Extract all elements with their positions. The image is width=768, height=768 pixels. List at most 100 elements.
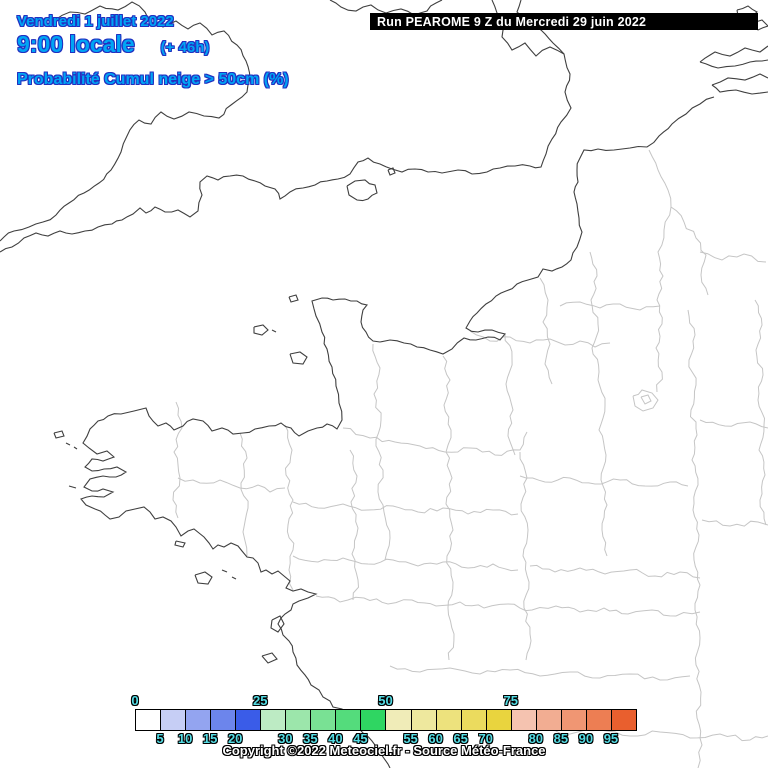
- border-path: [529, 564, 701, 579]
- border-path: [372, 343, 385, 513]
- legend-tick-label: 65: [453, 731, 468, 746]
- legend-cell: [211, 710, 237, 730]
- border-path: [239, 432, 249, 557]
- legend-cell: [511, 710, 537, 730]
- coastline-path: [174, 540, 186, 548]
- forecast-date: Vendredi 1 juillet 2022: [17, 13, 174, 30]
- legend-tick-label: 0: [131, 693, 139, 708]
- border-path: [640, 394, 652, 405]
- border-path: [504, 333, 516, 456]
- coastline-path: [387, 167, 396, 176]
- coastline-path: [80, 96, 715, 768]
- border-path: [383, 511, 391, 561]
- legend-tick-label: 35: [303, 731, 318, 746]
- border-path: [177, 477, 286, 493]
- border-path: [632, 389, 659, 412]
- legend-tick-label: 95: [603, 731, 619, 746]
- legend-tick-label: 50: [378, 693, 393, 708]
- coastline-path: [53, 430, 65, 439]
- legend-tick-label: 40: [328, 731, 343, 746]
- legend-cell: [461, 710, 487, 730]
- border-path: [699, 419, 768, 429]
- coastline-path: [65, 442, 71, 446]
- coastline-path: [270, 615, 285, 633]
- legend-cell: [286, 710, 312, 730]
- legend-cell: [236, 710, 262, 730]
- border-path: [589, 251, 600, 381]
- legend-tick-label: 85: [553, 731, 569, 746]
- forecast-offset: (+ 46h): [160, 39, 210, 56]
- border-path: [559, 301, 661, 311]
- legend-tick-label: 75: [503, 693, 518, 708]
- legend-tick-label: 15: [202, 731, 218, 746]
- border-path: [389, 665, 691, 681]
- border-path: [519, 475, 689, 487]
- coastline-path: [329, 0, 443, 16]
- coastline-path: [231, 576, 237, 580]
- coastline-path: [261, 652, 278, 664]
- border-path: [292, 501, 519, 516]
- coastline-path: [288, 294, 299, 303]
- coastline-path: [711, 84, 768, 95]
- legend-cell: [386, 710, 412, 730]
- legend-cell: [436, 710, 462, 730]
- legend-cell: [336, 710, 362, 730]
- coastline-path: [271, 329, 277, 333]
- legend-tick-label: 70: [478, 731, 493, 746]
- legend-cell: [186, 710, 212, 730]
- map-header: Vendredi 1 juillet 2022 9:00 locale (+ 4…: [17, 13, 289, 89]
- border-path: [539, 727, 768, 742]
- legend-tick-label: 30: [278, 731, 293, 746]
- legend-cell: [161, 710, 187, 730]
- coastline-path: [0, 1, 251, 242]
- legend-cell: [261, 710, 287, 730]
- border-path: [342, 427, 528, 456]
- coastline-path: [346, 179, 378, 202]
- legend-tick-label: 55: [403, 731, 418, 746]
- border-path: [754, 299, 767, 526]
- border-path: [701, 519, 768, 527]
- border-path: [292, 555, 519, 572]
- legend-cell: [411, 710, 437, 730]
- border-path: [648, 149, 709, 296]
- coastline-path: [699, 45, 768, 63]
- parameter-title: Probabilité Cumul neige > 50cm (%): [17, 71, 289, 88]
- legend-tick-label: 5: [156, 731, 164, 746]
- legend-tick-label: 60: [428, 731, 443, 746]
- border-path: [349, 449, 360, 601]
- legend-cell: [536, 710, 562, 730]
- border-path: [597, 379, 608, 557]
- coastline-path: [221, 569, 228, 573]
- legend-cell: [486, 710, 512, 730]
- border-path: [539, 277, 553, 385]
- forecast-time: 9:00 locale: [17, 31, 135, 57]
- coastline-path: [289, 351, 308, 365]
- legend-tick-label: 80: [528, 731, 544, 746]
- forecast-time-row: 9:00 locale (+ 46h): [17, 31, 289, 58]
- border-path: [284, 424, 295, 591]
- border-path: [687, 309, 703, 768]
- legend-tick-label: 10: [177, 731, 193, 746]
- legend-cell: [311, 710, 337, 730]
- legend-tick-label: 45: [353, 731, 368, 746]
- legend-cell: [561, 710, 587, 730]
- coastline-path: [0, 0, 572, 253]
- coastline-path: [73, 446, 78, 450]
- copyright-notice: Copyright ©2022 Meteociel.fr - Source Mé…: [222, 743, 546, 758]
- legend-tick-label: 90: [578, 731, 594, 746]
- legend-cell: [586, 710, 612, 730]
- border-path: [699, 251, 767, 263]
- legend-cell: [611, 710, 636, 730]
- coastline-path: [699, 59, 768, 69]
- border-path: [442, 355, 452, 453]
- run-info-banner: Run PEAROME 9 Z du Mercredi 29 juin 2022: [370, 13, 758, 30]
- border-path: [445, 451, 455, 661]
- border-path: [172, 401, 183, 519]
- border-path: [315, 595, 701, 617]
- coastline-path: [711, 73, 768, 86]
- border-path: [469, 330, 611, 348]
- coastline-path: [68, 485, 77, 489]
